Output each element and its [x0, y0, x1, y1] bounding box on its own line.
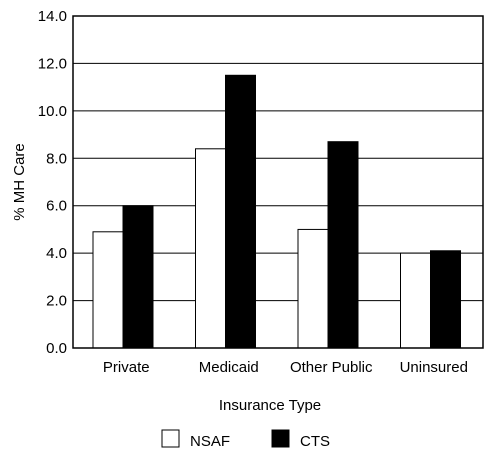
bars	[92, 74, 461, 349]
bar-cts-medicaid	[225, 74, 256, 349]
bar-cts-other-public	[327, 141, 359, 349]
y-tick-label: 14.0	[38, 8, 67, 25]
plot-frame	[72, 15, 484, 349]
x-axis-title: Insurance Type	[219, 397, 321, 414]
legend: NSAF CTS	[161, 429, 330, 450]
y-tick-label: 6.0	[46, 198, 67, 215]
legend-label-cts: CTS	[300, 433, 330, 450]
bar-nsaf-other-public	[297, 228, 329, 349]
legend-label-nsaf: NSAF	[190, 433, 230, 450]
y-tick-label: 0.0	[46, 340, 67, 357]
bar-cts-private	[122, 205, 154, 349]
category-label: Medicaid	[199, 359, 259, 376]
bar-cts-uninsured	[430, 250, 461, 349]
y-tick-label: 2.0	[46, 293, 67, 310]
category-label: Other Public	[290, 359, 373, 376]
category-label: Private	[103, 359, 150, 376]
bar-nsaf-private	[92, 231, 124, 349]
category-labels: Private Medicaid Other Public Uninsured	[103, 359, 468, 376]
category-label: Uninsured	[400, 359, 468, 376]
legend-swatch-cts	[271, 429, 290, 448]
y-tick-label: 12.0	[38, 55, 67, 72]
y-axis-title: % MH Care	[11, 143, 28, 221]
y-tick-label: 4.0	[46, 245, 67, 262]
bar-nsaf-uninsured	[400, 252, 431, 349]
bar-nsaf-medicaid	[195, 148, 226, 349]
y-tick-labels: 0.0 2.0 4.0 6.0 8.0 10.0 12.0 14.0	[38, 8, 67, 357]
y-tick-label: 8.0	[46, 150, 67, 167]
legend-swatch-nsaf	[161, 429, 180, 448]
y-tick-label: 10.0	[38, 103, 67, 120]
